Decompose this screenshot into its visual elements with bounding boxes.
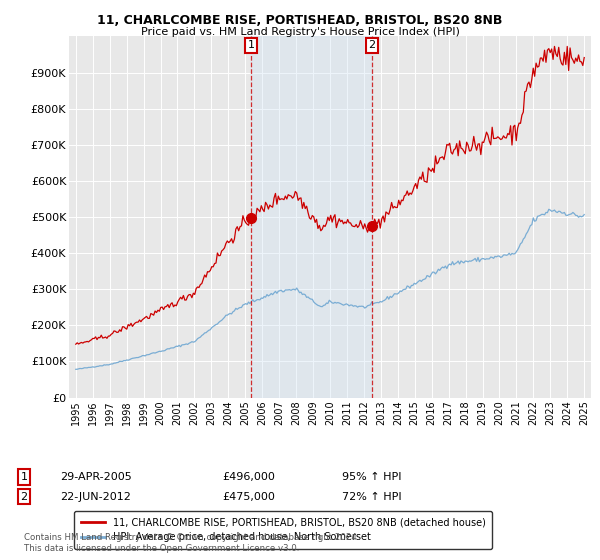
Bar [251,36,372,398]
Text: Price paid vs. HM Land Registry's House Price Index (HPI): Price paid vs. HM Land Registry's House … [140,27,460,37]
Text: £475,000: £475,000 [222,492,275,502]
Legend: 11, CHARLCOMBE RISE, PORTISHEAD, BRISTOL, BS20 8NB (detached house), HPI: Averag: 11, CHARLCOMBE RISE, PORTISHEAD, BRISTOL… [74,511,493,549]
Text: £496,000: £496,000 [222,472,275,482]
Text: 29-APR-2005: 29-APR-2005 [60,472,132,482]
Text: 2: 2 [368,40,376,50]
Text: 95% ↑ HPI: 95% ↑ HPI [342,472,401,482]
Text: 2: 2 [20,492,28,502]
Text: 1: 1 [247,40,254,50]
Text: 22-JUN-2012: 22-JUN-2012 [60,492,131,502]
Text: 1: 1 [20,472,28,482]
Text: 72% ↑ HPI: 72% ↑ HPI [342,492,401,502]
Text: Contains HM Land Registry data © Crown copyright and database right 2024.
This d: Contains HM Land Registry data © Crown c… [24,533,359,553]
Text: 11, CHARLCOMBE RISE, PORTISHEAD, BRISTOL, BS20 8NB: 11, CHARLCOMBE RISE, PORTISHEAD, BRISTOL… [97,14,503,27]
